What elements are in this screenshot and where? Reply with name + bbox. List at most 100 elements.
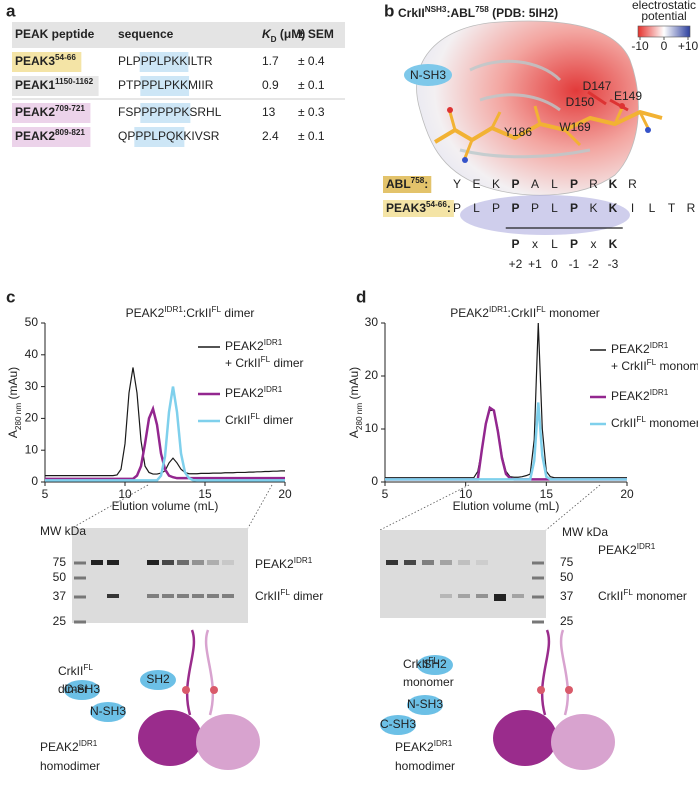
- structure-title-part: NSH3: [425, 5, 447, 14]
- x-tick-label: 20: [620, 487, 634, 501]
- sequence-part: FSP: [118, 105, 141, 119]
- kd-value: 1.7: [262, 54, 279, 68]
- alignment-letter: K: [609, 201, 618, 215]
- gel-band-label: CrkIIFL monomer: [598, 588, 687, 604]
- y-tick-label: 50: [25, 315, 39, 329]
- residue-label: E149: [614, 89, 642, 103]
- domain-name: N-SH3: [90, 704, 126, 718]
- motif-letter: P: [511, 237, 519, 251]
- peptide-name-part: 54-66: [55, 53, 76, 62]
- peptide-name-bg: [12, 103, 91, 123]
- colorbar-label: potential: [641, 9, 686, 23]
- sequence-part: PTP: [118, 78, 141, 92]
- legend-label-part: monomer: [646, 416, 698, 430]
- gel-band-label: PEAK2IDR1: [598, 542, 656, 558]
- kd-value: 2.4: [262, 129, 279, 143]
- kd-value: 13: [262, 105, 276, 119]
- motif-letter: x: [591, 237, 597, 251]
- alignment-letter: A: [531, 177, 539, 191]
- motif-letter: x: [532, 237, 538, 251]
- gel-band: [458, 594, 470, 598]
- idr-chain: [204, 629, 215, 716]
- gel-band-label-part: monomer: [633, 589, 687, 603]
- gel-band: [458, 560, 470, 565]
- kd-value: 0.9: [262, 78, 279, 92]
- proline-motif: [182, 686, 190, 694]
- structure-image: [404, 20, 663, 235]
- gel-band-label: CrkIIFL dimer: [255, 588, 323, 604]
- colorbar-label: electrostatic: [632, 0, 696, 12]
- residue-label: D147: [583, 79, 612, 93]
- marker-band: [532, 595, 544, 599]
- legend-label-part: IDR1: [650, 341, 669, 350]
- proline-motif: [210, 686, 218, 694]
- sem-value: ± 0.1: [298, 129, 325, 143]
- sequence-part: PPLPKK: [141, 54, 188, 68]
- gel-marker-label: 75: [560, 555, 574, 569]
- gel-marker-label: 25: [53, 614, 67, 628]
- table-header-part: D: [271, 35, 277, 44]
- residue-label: Y186: [504, 125, 532, 139]
- crkii-domain: [90, 702, 126, 722]
- sequence-part: PLP: [118, 54, 141, 68]
- alignment-letter: P: [511, 201, 519, 215]
- alignment-letter: P: [453, 201, 461, 215]
- x-tick-label: 5: [382, 487, 389, 501]
- domain-name: SH2: [423, 657, 447, 671]
- legend-label-part: PEAK2: [611, 389, 650, 403]
- gel-band-label: PEAK2IDR1: [255, 556, 313, 572]
- x-tick-label: 20: [278, 487, 292, 501]
- legend-label-part: monomer: [656, 359, 698, 373]
- gel-band: [147, 594, 159, 598]
- gel-band: [207, 560, 219, 565]
- legend-label-part: FL: [647, 358, 657, 367]
- y-tick-label: 10: [365, 421, 379, 435]
- structure-title-part: 758: [475, 5, 489, 14]
- alignment-letter: Y: [453, 177, 461, 191]
- alignment-letter: K: [589, 201, 597, 215]
- legend-label-part: CrkII: [611, 416, 636, 430]
- legend-label-part: FL: [250, 412, 260, 421]
- projection-line: [379, 484, 470, 531]
- alignment-letter: L: [551, 177, 558, 191]
- chart-title: PEAK2IDR1:CrkIIFL dimer: [126, 305, 255, 321]
- marker-band: [532, 620, 544, 624]
- alignment-label-part: 54-66: [426, 200, 447, 209]
- peptide-sequence: PTPPPLPKKMIIR: [118, 78, 214, 92]
- cartoon-label: PEAK2IDR1: [40, 739, 98, 755]
- legend-label-part: IDR1: [264, 338, 283, 347]
- legend-label-part: FL: [636, 415, 646, 424]
- gel-band-label-part: CrkII: [598, 589, 623, 603]
- gel-band: [192, 560, 204, 565]
- peptide-sequence: QPPPLPQKKIVSR: [118, 129, 220, 143]
- sequence-part: PPLPQK: [135, 129, 183, 143]
- legend-label: + CrkIIFL monomer: [611, 358, 698, 374]
- cartoon-label: PEAK2IDR1: [395, 739, 453, 755]
- gel-marker-label: 25: [560, 614, 574, 628]
- peptide-sequence: PLPPPLPKKILTR: [118, 54, 213, 68]
- panel-label: a: [6, 1, 16, 20]
- cartoon-label: CrkIIFL: [58, 663, 93, 679]
- chart-title-part: :CrkII: [508, 306, 537, 320]
- motif-letter: L: [551, 237, 558, 251]
- table-header-part: PEAK peptide: [15, 27, 95, 41]
- residue-label: D150: [566, 95, 595, 109]
- x-axis-label: Elution volume (mL): [112, 499, 219, 513]
- legend-label-part: CrkII: [225, 413, 250, 427]
- cartoon-label-part: IDR1: [79, 739, 98, 748]
- marker-band: [532, 576, 544, 580]
- sequence-highlight: [139, 52, 189, 72]
- legend-label-part: FL: [261, 355, 271, 364]
- legend-label-part: + CrkII: [611, 359, 647, 373]
- sequence-highlight: [140, 76, 190, 96]
- chart-title-part: IDR1: [164, 305, 183, 314]
- sequence-part: SRHL: [189, 105, 221, 119]
- alignment-label-part: ABL: [386, 177, 411, 191]
- colorbar: [637, 25, 691, 38]
- cartoon-label-part: FL: [83, 663, 93, 672]
- legend-label-part: PEAK2: [225, 339, 264, 353]
- gel-band-label-part: FL: [280, 588, 290, 597]
- legend-label: PEAK2IDR1: [225, 338, 283, 354]
- y-tick-label: 30: [25, 379, 39, 393]
